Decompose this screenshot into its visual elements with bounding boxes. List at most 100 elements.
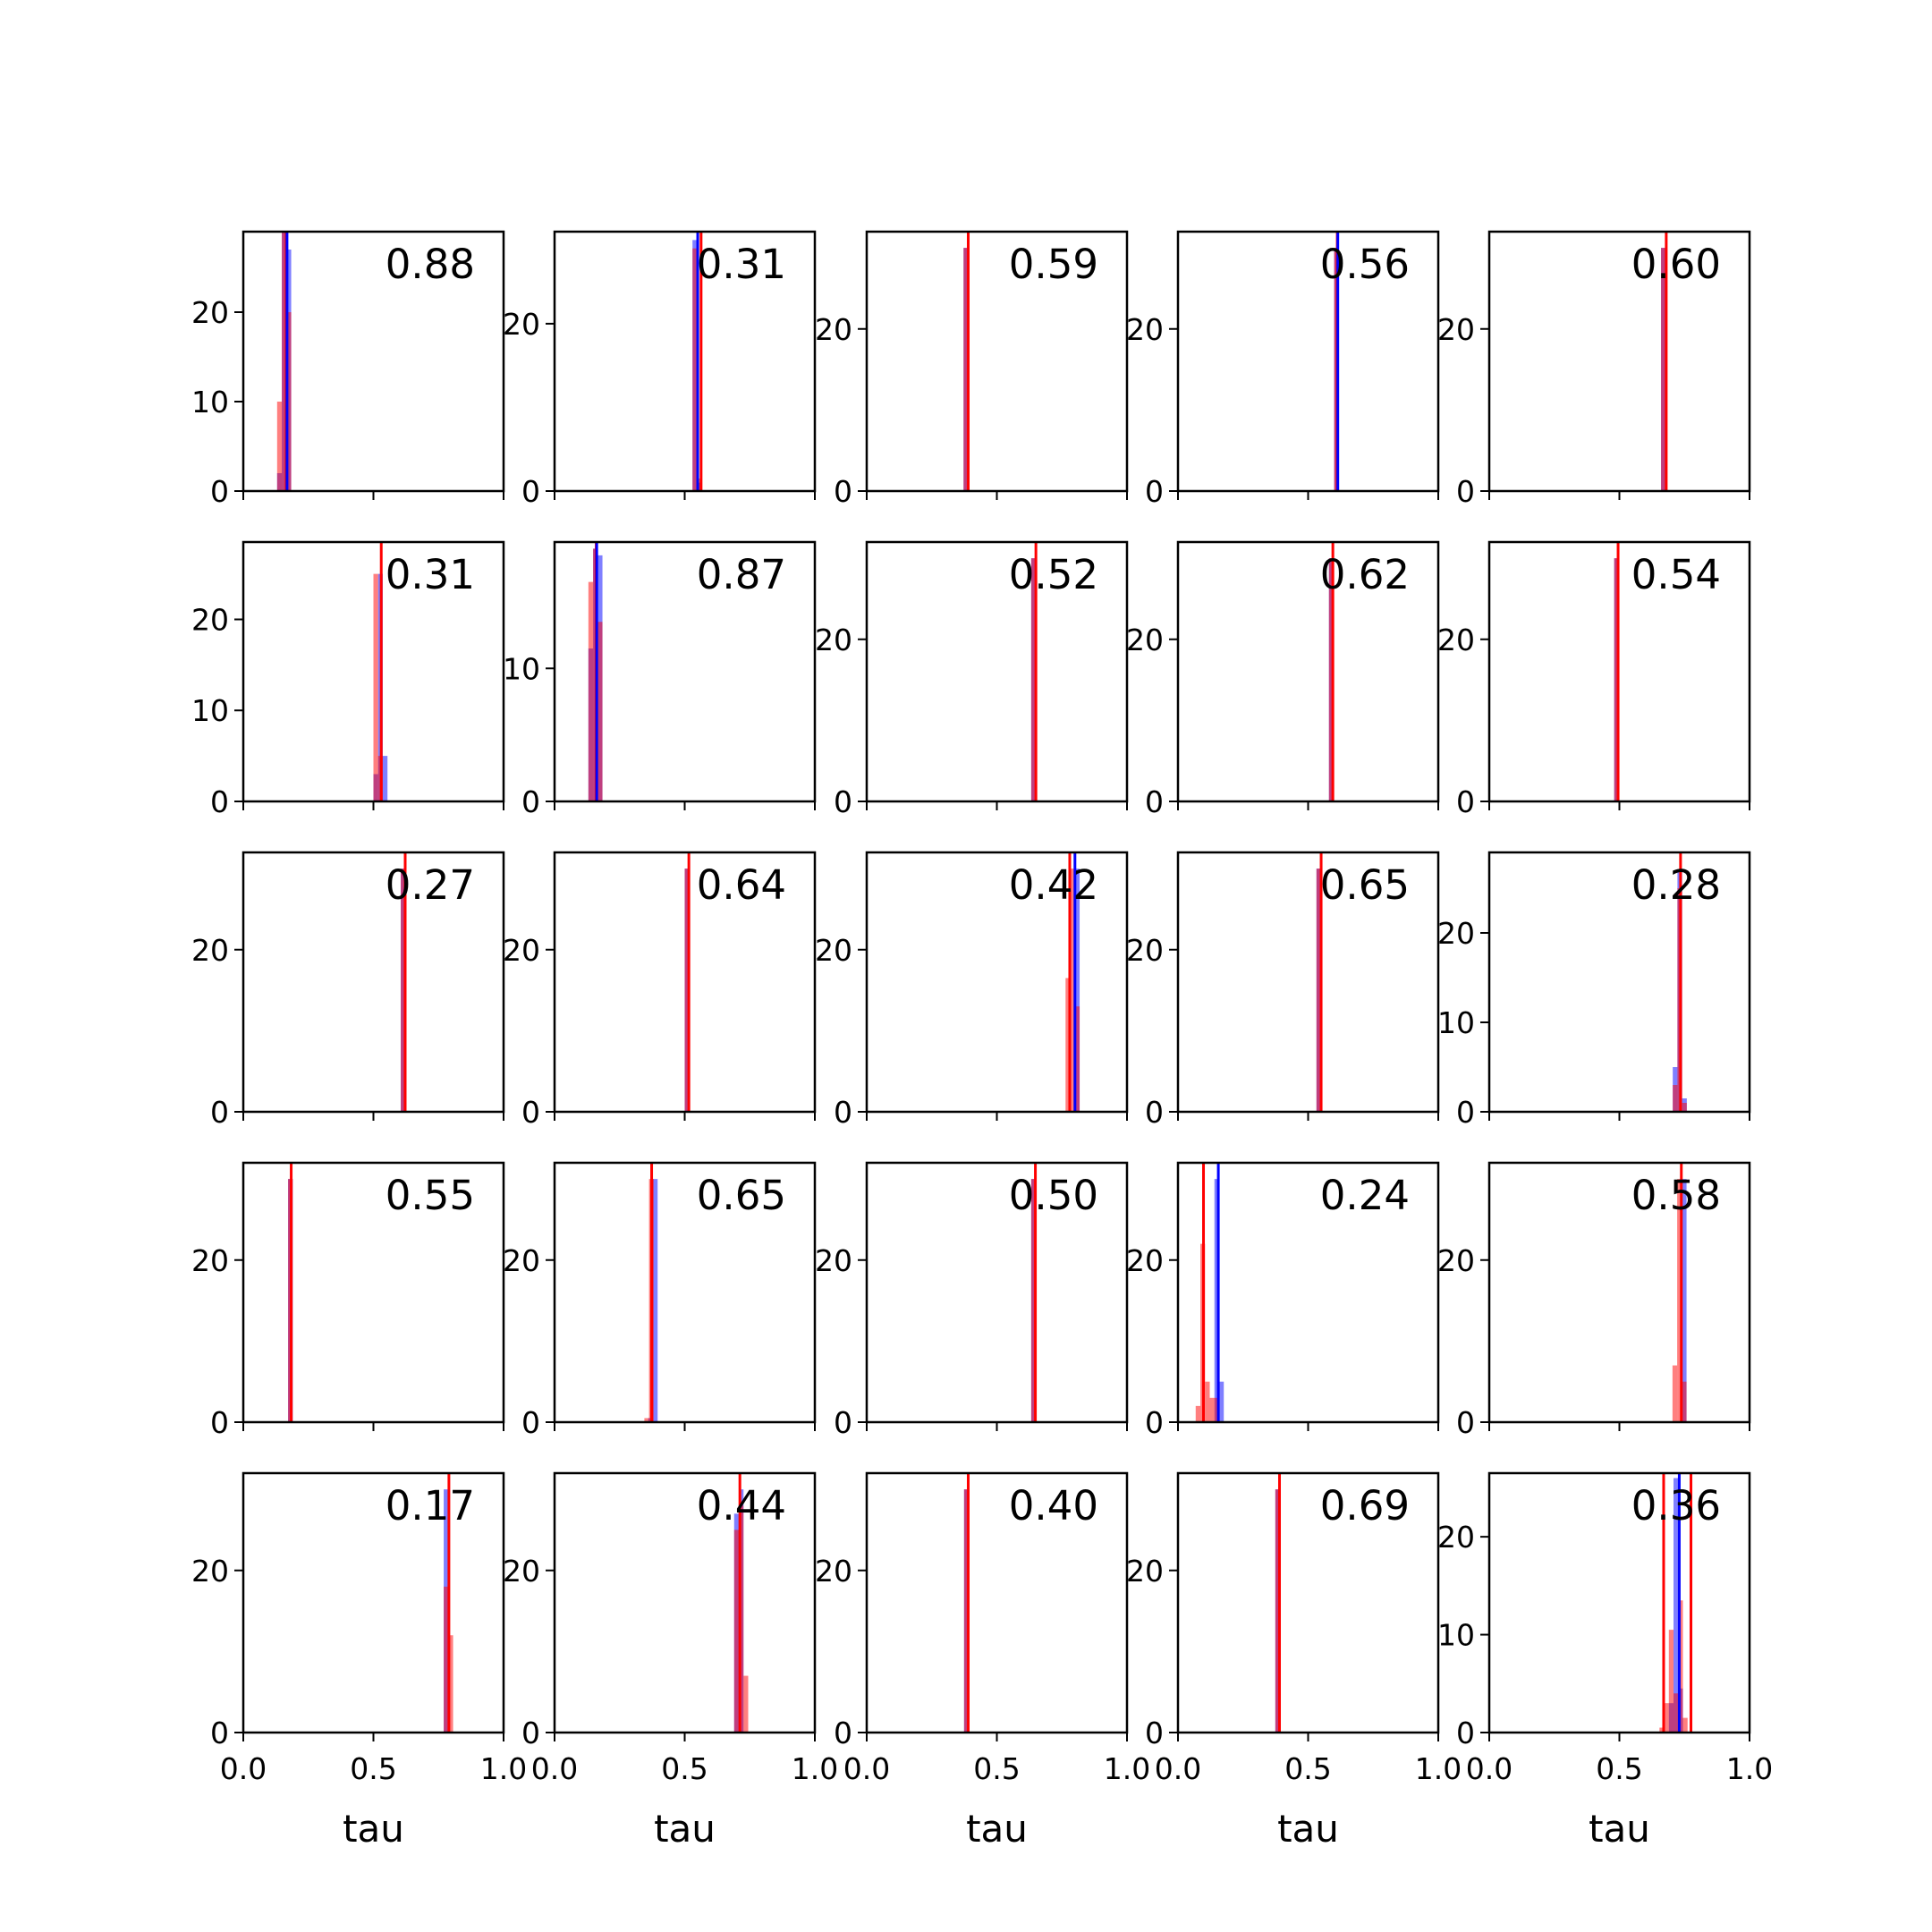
x-tick-label: 0.0 (220, 1751, 267, 1786)
red-hist-bar (1661, 248, 1666, 491)
blue-hist-bar (1214, 1179, 1219, 1422)
panel-value-label: 0.64 (697, 861, 786, 909)
panel-1-5: 0 20 0.60 (1437, 230, 1751, 509)
panel-value-label: 0.52 (1009, 551, 1098, 598)
panel-value-label: 0.69 (1320, 1482, 1410, 1530)
red-hist-bar (1659, 1727, 1665, 1733)
panel-value-label: 0.36 (1631, 1482, 1721, 1530)
y-tick-label: 0 (210, 474, 229, 509)
panel-value-label: 0.44 (697, 1482, 786, 1530)
y-tick-label: 10 (503, 651, 540, 686)
red-hist-bar (373, 573, 378, 801)
y-tick-label: 20 (815, 312, 852, 347)
y-tick-label: 20 (503, 1554, 540, 1589)
y-tick-label: 0 (1145, 784, 1164, 819)
red-hist-bar (1328, 558, 1335, 801)
y-tick-label: 0 (1456, 784, 1475, 819)
x-tick-label: 0.0 (531, 1751, 578, 1786)
y-tick-label: 20 (503, 1243, 540, 1278)
blue-hist-bar (382, 756, 388, 801)
panel-2-5: 0 20 0.54 (1437, 540, 1751, 819)
y-tick-label: 20 (815, 623, 852, 657)
panel-1-1: 0 10 20 0.88 (191, 230, 505, 509)
y-tick-label: 0 (834, 784, 852, 819)
x-axis-label: tau (343, 1807, 404, 1851)
y-tick-label: 10 (1437, 1618, 1475, 1653)
red-hist-bar (444, 1586, 449, 1733)
blue-hist-bar (1682, 1179, 1687, 1422)
y-tick-label: 0 (521, 1716, 540, 1750)
y-tick-label: 0 (834, 474, 852, 509)
panel-4-5: 0 20 0.58 (1437, 1161, 1751, 1440)
blue-hist-bar (652, 1179, 658, 1422)
x-tick-label: 0.0 (1466, 1751, 1513, 1786)
y-tick-label: 20 (1126, 312, 1164, 347)
x-tick-label: 0.5 (661, 1751, 708, 1786)
red-hist-bar (963, 248, 969, 491)
panel-value-label: 0.28 (1631, 861, 1721, 909)
y-tick-label: 20 (815, 1554, 852, 1589)
blue-hist-bar (1074, 869, 1080, 1112)
y-tick-label: 0 (834, 1716, 852, 1750)
panel-5-2: 0 20 0.0 0.5 1.0 tau 0.44 (503, 1471, 838, 1851)
panel-value-label: 0.42 (1009, 861, 1098, 909)
y-tick-label: 20 (815, 933, 852, 968)
panel-5-3: 0 20 0.0 0.5 1.0 tau 0.40 (815, 1471, 1150, 1851)
y-tick-label: 0 (1145, 1405, 1164, 1440)
red-hist-bar (286, 312, 292, 491)
x-tick-label: 1.0 (1415, 1751, 1462, 1786)
red-hist-bar (684, 869, 690, 1112)
panel-2-2: 0 10 0.87 (503, 540, 817, 819)
y-tick-label: 0 (210, 784, 229, 819)
y-tick-label: 0 (834, 1405, 852, 1440)
y-tick-label: 20 (191, 933, 229, 968)
panel-value-label: 0.65 (697, 1172, 786, 1219)
red-hist-bar (963, 1489, 970, 1733)
y-tick-label: 20 (1437, 1520, 1475, 1555)
panel-value-label: 0.58 (1631, 1172, 1721, 1219)
y-tick-label: 20 (1437, 312, 1475, 347)
red-hist-bar (644, 1418, 649, 1422)
y-tick-label: 20 (191, 1554, 229, 1589)
x-tick-label: 1.0 (1726, 1751, 1773, 1786)
red-hist-bar (1065, 978, 1071, 1112)
red-hist-bar (1672, 1365, 1678, 1422)
y-tick-label: 0 (1456, 1405, 1475, 1440)
y-tick-label: 0 (1145, 474, 1164, 509)
red-hist-bar (1030, 558, 1037, 801)
red-hist-bar (1682, 1717, 1688, 1733)
panel-value-label: 0.62 (1320, 551, 1410, 598)
panel-value-label: 0.31 (697, 241, 786, 288)
x-tick-label: 1.0 (480, 1751, 527, 1786)
red-hist-bar (1664, 1703, 1669, 1733)
y-tick-label: 10 (191, 693, 229, 728)
red-hist-bar (1070, 869, 1075, 1112)
red-hist-bar (743, 1675, 749, 1733)
panel-5-4: 0 20 0.0 0.5 1.0 tau 0.69 (1126, 1471, 1462, 1851)
red-hist-bar (1316, 869, 1322, 1112)
x-axis-label: tau (1277, 1807, 1339, 1851)
panel-2-3: 0 20 0.52 (815, 540, 1129, 819)
panel-4-2: 0 20 0.65 (503, 1161, 817, 1440)
panel-3-5: 0 10 20 0.28 (1437, 851, 1751, 1130)
panel-value-label: 0.17 (386, 1482, 475, 1530)
y-tick-label: 0 (1456, 474, 1475, 509)
panel-1-2: 0 20 0.31 (503, 230, 817, 509)
y-tick-label: 0 (210, 1405, 229, 1440)
red-hist-bar (1030, 1179, 1037, 1422)
panel-3-2: 0 20 0.64 (503, 851, 817, 1130)
red-hist-bar (1673, 1085, 1678, 1112)
red-hist-bar (588, 581, 594, 801)
y-tick-label: 0 (521, 474, 540, 509)
y-tick-label: 20 (1126, 1243, 1164, 1278)
red-hist-bar (1682, 1381, 1687, 1422)
y-tick-label: 0 (521, 1095, 540, 1130)
y-tick-label: 20 (191, 602, 229, 637)
panel-4-3: 0 20 0.50 (815, 1161, 1129, 1440)
panel-value-label: 0.55 (386, 1172, 475, 1219)
panel-3-4: 0 20 0.65 (1126, 851, 1440, 1130)
panel-1-3: 0 20 0.59 (815, 230, 1129, 509)
red-hist-bar (733, 1530, 740, 1733)
red-hist-bar (1275, 1489, 1281, 1733)
